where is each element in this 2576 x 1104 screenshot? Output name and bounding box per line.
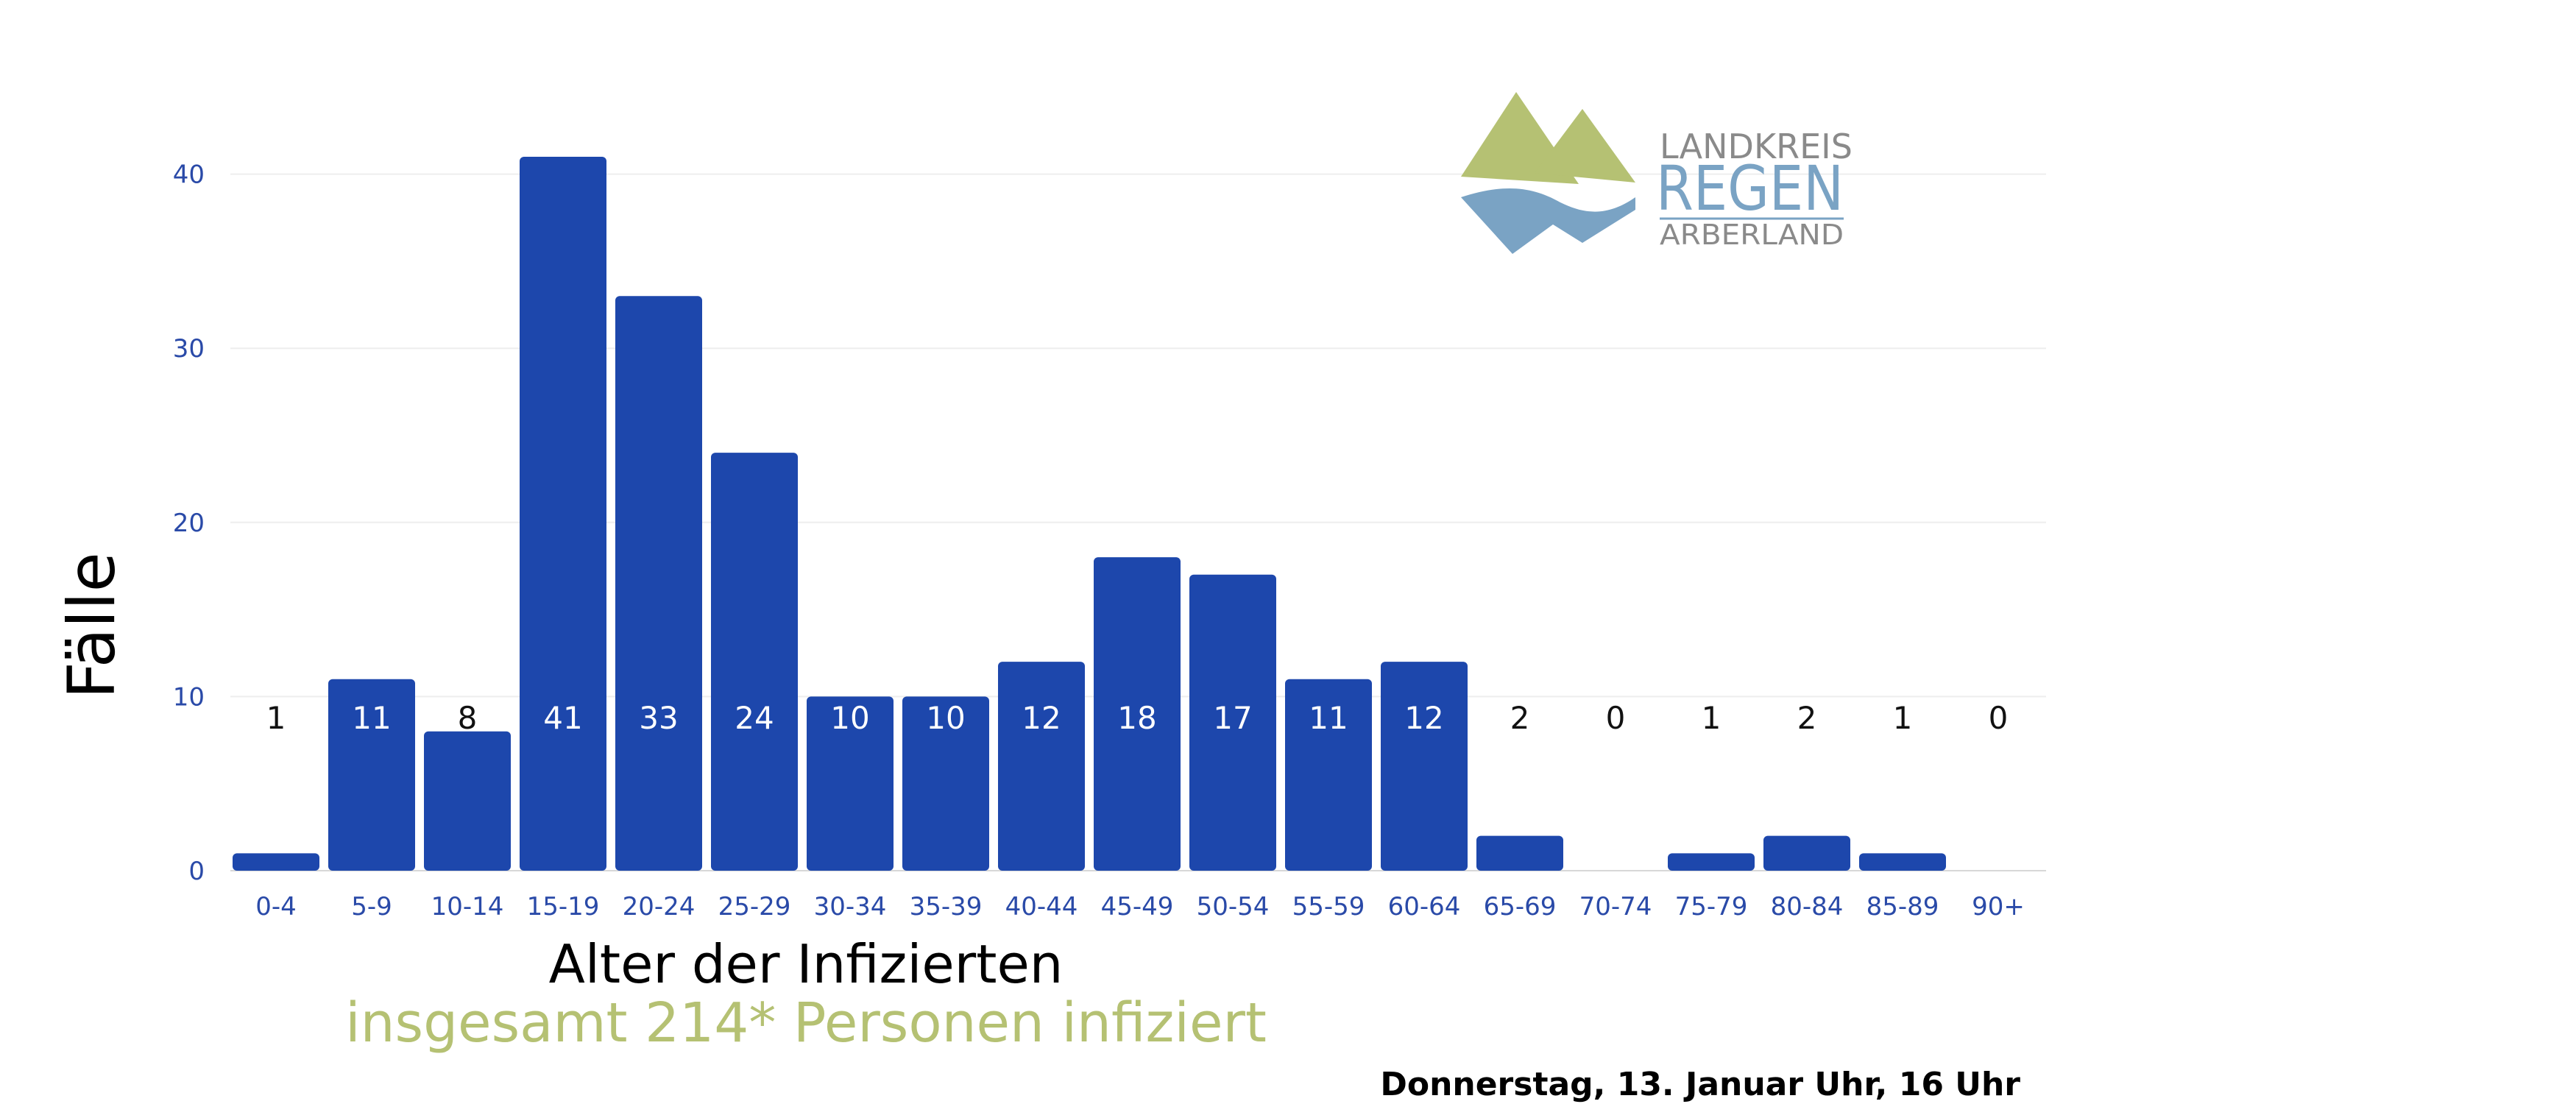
data-labels: 1 11 8 41 33 24 10 10 12 18 17 11 12 2 0 1 2 1 0 [266, 700, 2009, 736]
x-tick-label: 60-64 [1388, 892, 1461, 921]
y-tick-label: 40 [173, 160, 205, 190]
x-tick-label: 30-34 [814, 892, 887, 921]
bar [807, 696, 894, 871]
x-tick-label: 65-69 [1484, 892, 1557, 921]
landkreis-regen-logo: LANDKREIS REGEN ARBERLAND [1461, 92, 1853, 254]
data-label: 41 [543, 700, 582, 736]
bar [1859, 853, 1946, 871]
data-label: 2 [1797, 700, 1817, 736]
logo-line-regen: REGEN [1656, 152, 1844, 224]
bar [328, 679, 415, 871]
bar [1189, 574, 1276, 871]
x-axis-ticks: 0-4 5-9 10-14 15-19 20-24 25-29 30-34 35-39 40-4… [255, 892, 2025, 921]
logo-line-landkreis: LANDKREIS [1660, 127, 1853, 166]
data-label: 24 [735, 700, 774, 736]
x-tick-label: 25-29 [718, 892, 791, 921]
y-tick-label: 0 [188, 857, 205, 886]
data-label: 18 [1117, 700, 1156, 736]
x-tick-label: 50-54 [1197, 892, 1270, 921]
y-axis-title: Fälle [54, 552, 130, 699]
y-tick-label: 10 [173, 682, 205, 712]
x-tick-label: 35-39 [910, 892, 983, 921]
y-tick-label: 30 [173, 334, 205, 364]
x-tick-label: 45-49 [1101, 892, 1174, 921]
data-label: 11 [352, 700, 391, 736]
x-tick-label: 70-74 [1579, 892, 1652, 921]
x-axis-title: Alter der Infizierten [549, 933, 1064, 995]
data-label: 17 [1213, 700, 1252, 736]
data-label: 12 [1022, 700, 1061, 736]
bar [1285, 679, 1372, 871]
y-tick-label: 20 [173, 509, 205, 538]
x-tick-label: 40-44 [1005, 892, 1078, 921]
x-tick-label: 55-59 [1292, 892, 1365, 921]
x-tick-label: 0-4 [255, 892, 297, 921]
data-label: 0 [1606, 700, 1626, 736]
data-label: 10 [830, 700, 869, 736]
bar [902, 696, 989, 871]
x-tick-label: 15-19 [527, 892, 600, 921]
logo-line-arberland: ARBERLAND [1660, 219, 1844, 251]
bars [233, 156, 1946, 871]
bar [1763, 835, 1850, 871]
x-tick-label: 5-9 [351, 892, 392, 921]
date-stamp: Donnerstag, 13. Januar Uhr, 16 Uhr [1380, 1066, 2020, 1103]
data-label: 2 [1510, 700, 1530, 736]
x-tick-label: 10-14 [431, 892, 504, 921]
data-label: 10 [926, 700, 965, 736]
x-tick-label: 85-89 [1866, 892, 1939, 921]
x-tick-label: 90+ [1972, 892, 2025, 921]
data-label: 0 [1989, 700, 2009, 736]
data-label: 1 [1702, 700, 1722, 736]
bar [233, 853, 319, 871]
total-infected-subtitle: insgesamt 214* Personen infiziert [345, 991, 1267, 1055]
bar [520, 156, 606, 871]
bar [424, 731, 511, 871]
data-label: 1 [1893, 700, 1913, 736]
logo-mountains-icon [1461, 92, 1635, 254]
data-label: 11 [1309, 700, 1348, 736]
x-tick-label: 75-79 [1675, 892, 1748, 921]
bar [711, 453, 798, 871]
data-label: 12 [1404, 700, 1443, 736]
bar [998, 662, 1085, 871]
x-tick-label: 80-84 [1771, 892, 1844, 921]
bar [615, 296, 702, 871]
y-axis-ticks: 0 10 20 30 40 [173, 160, 205, 886]
bar [1668, 853, 1755, 871]
data-label: 1 [266, 700, 286, 736]
x-tick-label: 20-24 [623, 892, 696, 921]
bar [1381, 662, 1468, 871]
data-label: 8 [458, 700, 478, 736]
bar [1476, 835, 1563, 871]
bar [1094, 557, 1181, 871]
data-label: 33 [639, 700, 678, 736]
